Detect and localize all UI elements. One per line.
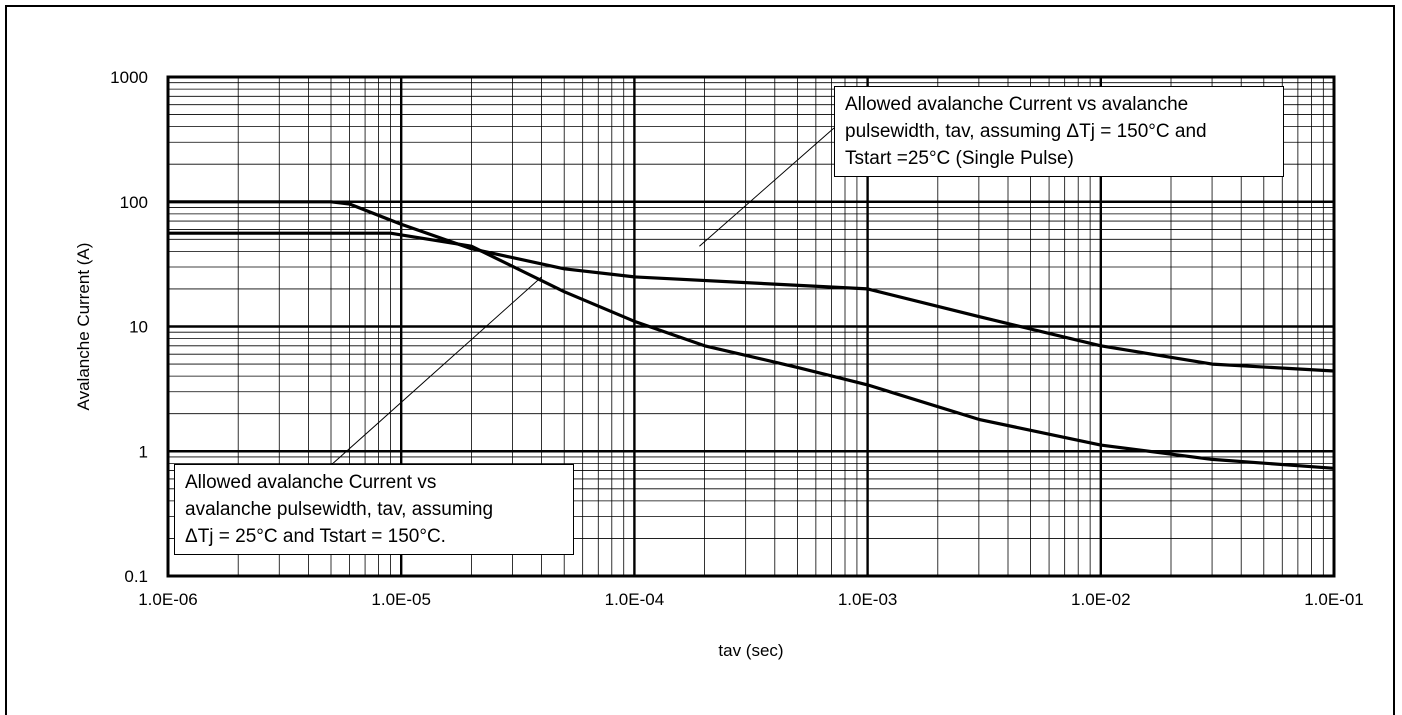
series-line-2 (168, 231, 1335, 470)
plot-area-border (166, 75, 1336, 578)
x-tick-label: 1.0E-05 (371, 590, 431, 609)
annotation-upper-leader (699, 127, 835, 247)
y-tick-label: 100 (120, 193, 148, 212)
annotation-lower-leader (329, 276, 542, 467)
x-tick-label: 1.0E-03 (838, 590, 898, 609)
x-tick-label: 1.0E-06 (138, 590, 198, 609)
y-axis-ticks: 0.1 1 10 100 1000 (110, 68, 148, 586)
annotation-lower-line-1: Allowed avalanche Current vs (185, 472, 437, 493)
x-tick-label: 1.0E-04 (605, 590, 665, 609)
y-axis-label: Avalanche Current (A) (74, 243, 93, 411)
y-tick-label: 10 (129, 318, 148, 337)
annotation-upper-line-1: Allowed avalanche Current vs avalanche (845, 94, 1189, 115)
annotation-upper-line-2: pulsewidth, tav, assuming ΔTj = 150°C an… (845, 121, 1207, 142)
x-tick-label: 1.0E-01 (1304, 590, 1364, 609)
annotation-upper-curve: Allowed avalanche Current vs avalanche p… (834, 86, 1284, 177)
annotation-upper-line-3: Tstart =25°C (Single Pulse) (845, 148, 1074, 169)
x-tick-label: 1.0E-02 (1071, 590, 1131, 609)
x-axis-ticks: 1.0E-06 1.0E-05 1.0E-04 1.0E-03 1.0E-02 1.0E-… (138, 590, 1364, 609)
annotation-lower-line-3: ΔTj = 25°C and Tstart = 150°C. (185, 526, 446, 547)
annotation-lower-curve: Allowed avalanche Current vs avalanche p… (174, 464, 574, 555)
y-tick-label: 0.1 (124, 567, 148, 586)
y-tick-label: 1000 (110, 68, 148, 87)
chart-frame (5, 5, 1395, 715)
series-lines (168, 200, 1335, 470)
x-axis-label: tav (sec) (718, 641, 783, 660)
annotation-leaders (329, 127, 835, 467)
series-line-1 (168, 200, 1335, 373)
annotation-lower-line-2: avalanche pulsewidth, tav, assuming (185, 499, 494, 520)
y-tick-label: 1 (139, 442, 148, 461)
